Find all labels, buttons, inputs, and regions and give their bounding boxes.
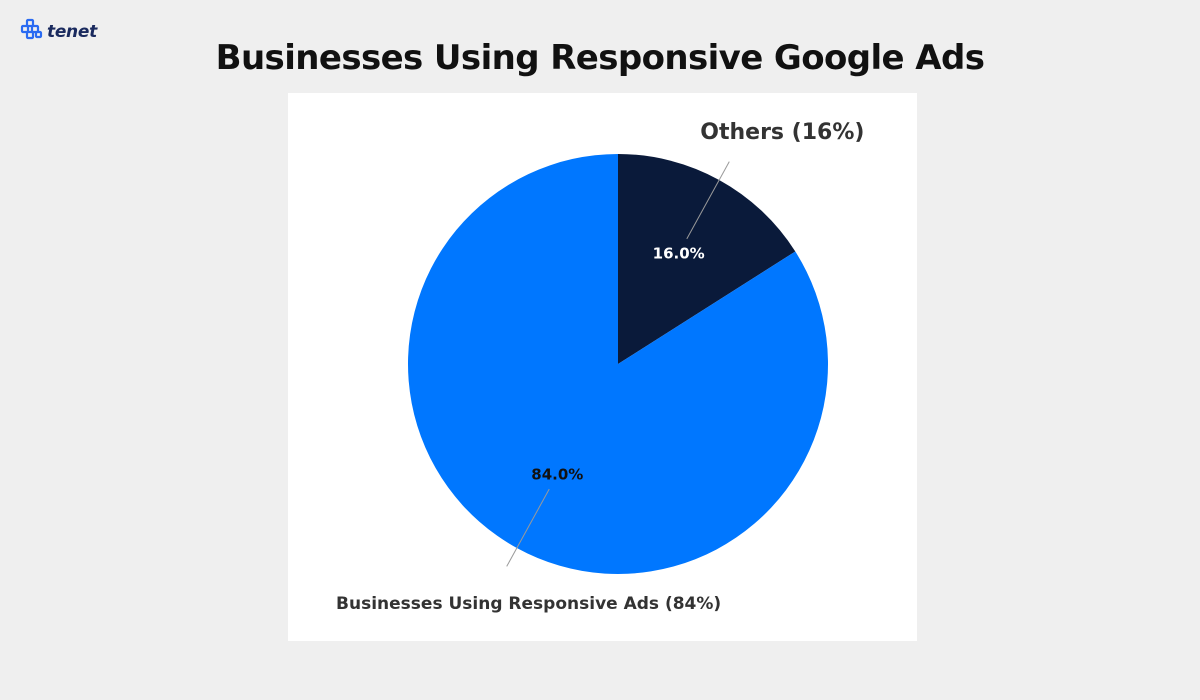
- tenet-logo-icon: [20, 18, 44, 46]
- slice-category-label-1: Businesses Using Responsive Ads (84%): [336, 594, 721, 614]
- brand-logo: tenet: [20, 18, 97, 46]
- pie-slice-1: [408, 154, 829, 574]
- slice-percent-label-1: 84.0%: [531, 465, 583, 483]
- slice-percent-label-0: 16.0%: [653, 245, 705, 263]
- page-title: Businesses Using Responsive Google Ads: [215, 38, 985, 78]
- leader-line-1: [506, 488, 550, 567]
- pie-chart: 16.0% Others (16%) 84.0% Businesses Using R…: [336, 120, 864, 614]
- brand-name: tenet: [47, 22, 97, 42]
- pie-slice-0: [618, 154, 796, 364]
- chart-panel: 16.0% Others (16%) 84.0% Businesses Using R…: [288, 93, 917, 641]
- slice-category-label-0: Others (16%): [700, 120, 864, 145]
- leader-line-0: [686, 161, 730, 240]
